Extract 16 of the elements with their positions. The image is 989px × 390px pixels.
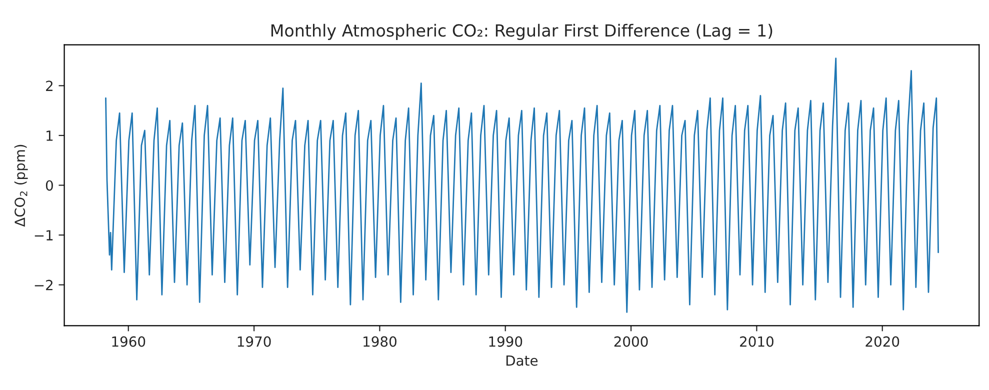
x-axis-title: Date — [506, 355, 538, 366]
y-tick-label: −1 — [34, 230, 53, 240]
x-tick-label: 1980 — [364, 336, 396, 347]
chart-title: Monthly Atmospheric CO₂: Regular First Difference (Lag = 1) — [271, 24, 772, 40]
x-tick-label: 1960 — [112, 336, 146, 347]
y-tick-label: 0 — [46, 180, 53, 191]
line-series — [105, 58, 939, 313]
y-tick-label: 2 — [46, 80, 52, 91]
x-tick-label: 2020 — [866, 336, 900, 347]
y-tick-label: −2 — [34, 280, 52, 290]
x-tick-label: 1990 — [489, 336, 522, 347]
x-tick-label: 2010 — [740, 336, 774, 347]
x-tick-label: 2000 — [614, 336, 648, 347]
y-tick-label: 1 — [46, 130, 53, 141]
y-axis-title: ΔCO$_{2}$ (ppm) — [14, 144, 28, 227]
x-tick-label: 1970 — [238, 336, 271, 347]
